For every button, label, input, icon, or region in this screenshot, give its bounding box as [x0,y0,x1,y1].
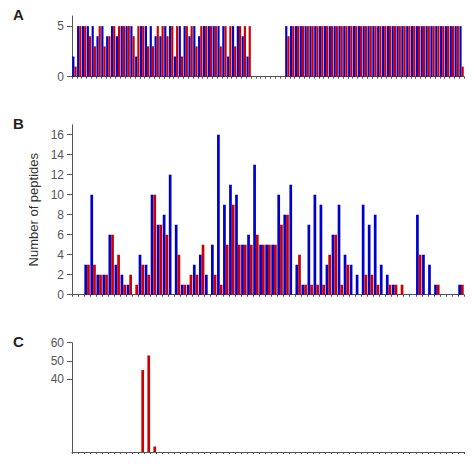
svg-text:6: 6 [57,228,64,242]
svg-text:16: 16 [51,128,65,142]
svg-text:Number of peptides: Number of peptides [26,152,41,266]
svg-text:B: B [13,115,24,132]
svg-text:4: 4 [57,248,64,262]
svg-text:0: 0 [57,288,64,302]
svg-text:0: 0 [57,70,64,84]
svg-text:2: 2 [57,268,64,282]
svg-text:50: 50 [51,354,65,368]
svg-text:C: C [13,333,24,350]
svg-text:14: 14 [51,148,65,162]
svg-text:8: 8 [57,208,64,222]
svg-text:A: A [13,6,24,23]
svg-text:10: 10 [51,188,65,202]
svg-text:5: 5 [57,19,64,33]
svg-text:40: 40 [51,372,65,386]
svg-text:60: 60 [51,336,65,350]
svg-text:12: 12 [51,168,65,182]
